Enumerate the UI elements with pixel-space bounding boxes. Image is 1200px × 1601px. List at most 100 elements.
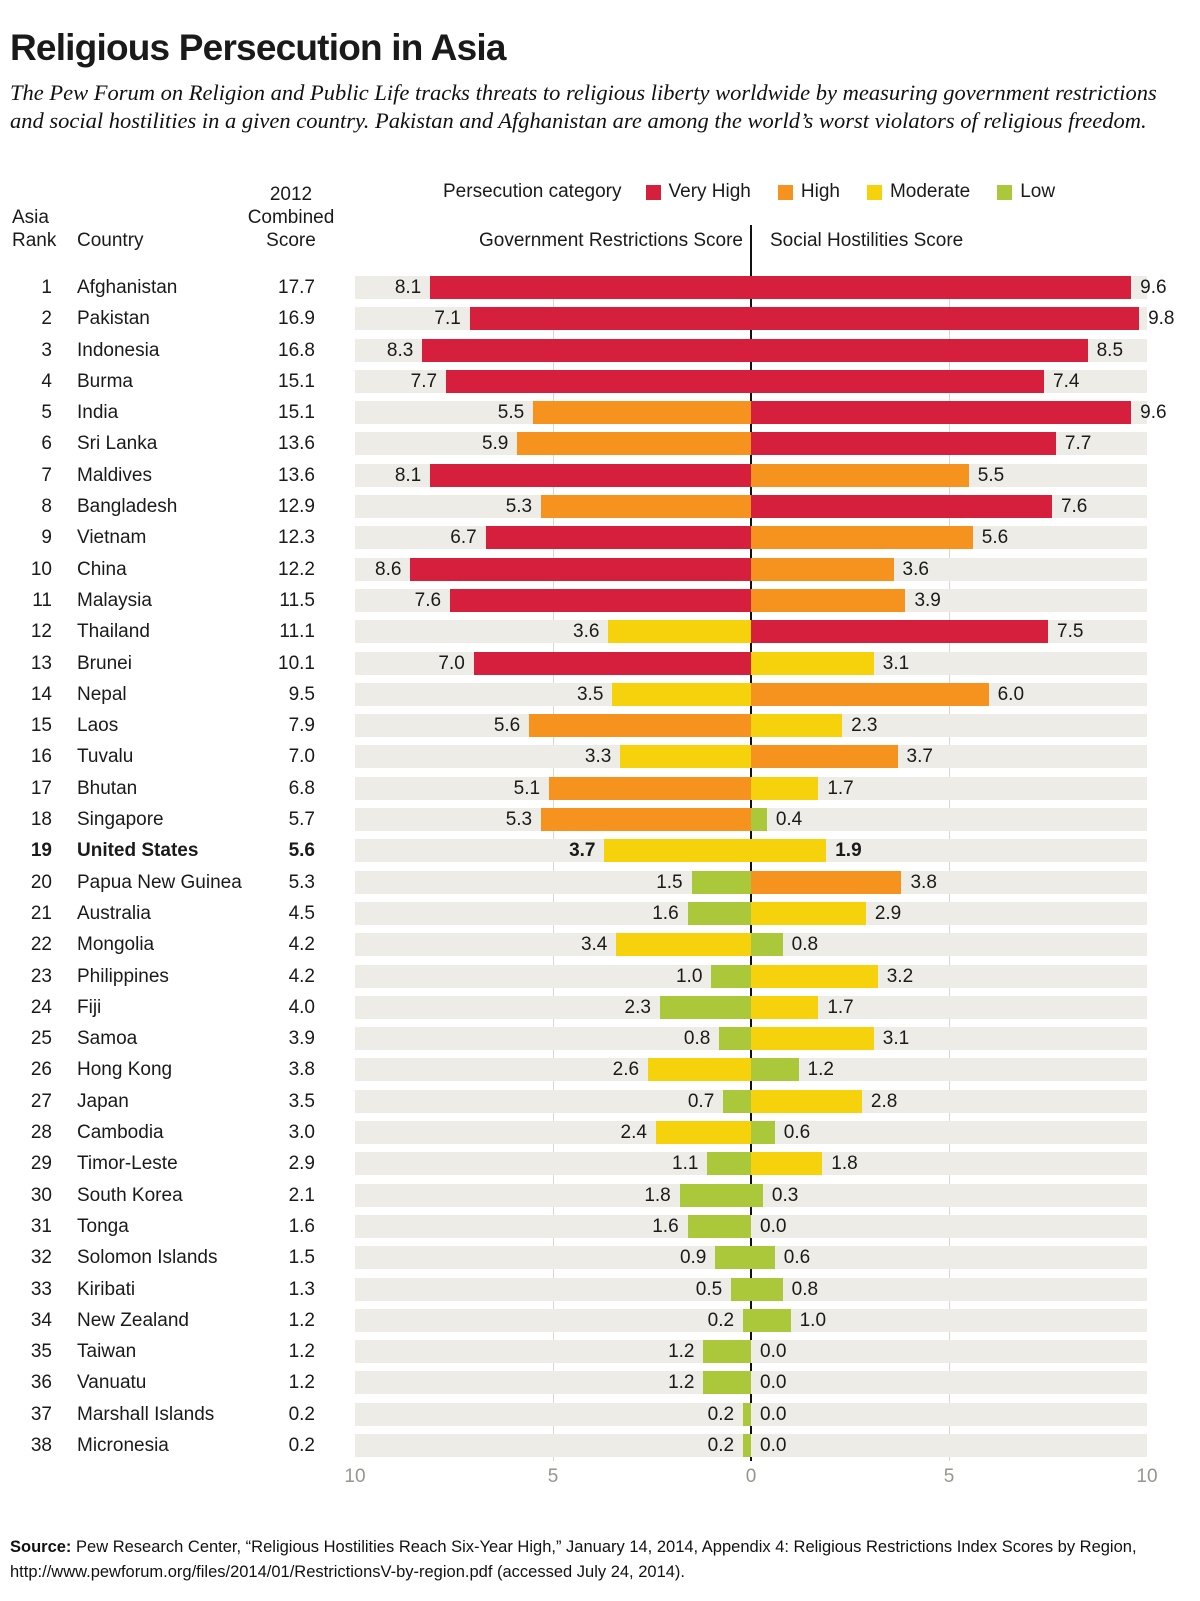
rank-cell: 10 xyxy=(30,558,52,580)
bar-track: 0.8 3.1 xyxy=(355,1027,1147,1051)
combined-score-cell: 2.1 xyxy=(288,1184,315,1206)
table-row: 12 Thailand 11.1 3.6 7.5 xyxy=(0,620,1200,644)
legend-item-label: High xyxy=(800,181,840,202)
government-restrictions-value: 3.6 xyxy=(573,621,600,643)
rank-cell: 25 xyxy=(30,1028,52,1050)
bar-track: 1.2 0.0 xyxy=(355,1340,1147,1364)
bar-track: 0.9 0.6 xyxy=(355,1246,1147,1270)
table-row: 3 Indonesia 16.8 8.3 8.5 xyxy=(0,338,1200,362)
government-restrictions-bar xyxy=(703,1371,751,1395)
table-row: 30 South Korea 2.1 1.8 0.3 xyxy=(0,1183,1200,1207)
social-hostilities-value: 0.6 xyxy=(783,1122,811,1144)
combined-score-cell: 4.5 xyxy=(288,902,315,924)
bar-track: 2.3 1.7 xyxy=(355,995,1147,1019)
column-header-score-line1: 2012 xyxy=(269,184,313,205)
table-row: 17 Bhutan 6.8 5.1 1.7 xyxy=(0,776,1200,800)
bar-track: 8.1 5.5 xyxy=(355,463,1147,487)
bar-track: 1.2 0.0 xyxy=(355,1371,1147,1395)
government-restrictions-bar xyxy=(422,338,751,362)
country-cell: Bhutan xyxy=(77,777,138,799)
combined-score-cell: 1.6 xyxy=(288,1215,315,1237)
government-restrictions-value: 7.6 xyxy=(414,589,442,611)
table-row: 33 Kiribati 1.3 0.5 0.8 xyxy=(0,1277,1200,1301)
government-restrictions-value: 2.3 xyxy=(624,996,651,1018)
government-restrictions-bar xyxy=(430,463,751,487)
country-cell: Cambodia xyxy=(77,1122,164,1144)
bar-track: 1.6 2.9 xyxy=(355,901,1147,925)
table-row: 38 Micronesia 0.2 0.2 0.0 xyxy=(0,1433,1200,1457)
government-restrictions-value: 3.7 xyxy=(569,840,596,862)
social-hostilities-value: 7.7 xyxy=(1064,433,1092,455)
government-restrictions-value: 5.5 xyxy=(497,402,525,424)
rank-cell: 2 xyxy=(41,308,52,330)
table-row: 31 Tonga 1.6 1.6 0.0 xyxy=(0,1214,1200,1238)
country-cell: Taiwan xyxy=(77,1341,137,1363)
table-row: 34 New Zealand 1.2 0.2 1.0 xyxy=(0,1308,1200,1332)
table-row: 23 Philippines 4.2 1.0 3.2 xyxy=(0,964,1200,988)
rank-cell: 12 xyxy=(30,621,52,643)
bar-track: 3.6 7.5 xyxy=(355,620,1147,644)
table-row: 25 Samoa 3.9 0.8 3.1 xyxy=(0,1027,1200,1051)
bar-track: 5.1 1.7 xyxy=(355,776,1147,800)
country-cell: India xyxy=(77,402,119,424)
social-hostilities-bar xyxy=(751,401,1132,425)
combined-score-cell: 7.9 xyxy=(288,715,315,737)
government-restrictions-bar xyxy=(517,432,751,456)
government-restrictions-value: 8.1 xyxy=(394,464,422,486)
page-title: Religious Persecution in Asia xyxy=(10,26,506,68)
social-hostilities-value: 3.7 xyxy=(906,746,933,768)
social-hostilities-value: 1.7 xyxy=(827,777,854,799)
rank-cell: 36 xyxy=(30,1372,52,1394)
combined-score-cell: 6.8 xyxy=(288,777,315,799)
government-restrictions-value: 5.3 xyxy=(505,809,533,831)
government-restrictions-bar xyxy=(731,1277,751,1301)
axis-tick-label: 5 xyxy=(547,1466,559,1487)
column-header-rank: Asia Rank xyxy=(12,206,56,252)
rank-cell: 28 xyxy=(30,1122,52,1144)
table-row: 16 Tuvalu 7.0 3.3 3.7 xyxy=(0,745,1200,769)
rank-cell: 18 xyxy=(30,809,52,831)
table-row: 11 Malaysia 11.5 7.6 3.9 xyxy=(0,588,1200,612)
government-restrictions-value: 5.9 xyxy=(481,433,509,455)
bar-track: 8.6 3.6 xyxy=(355,557,1147,581)
legend-swatch-very_high xyxy=(645,184,661,200)
social-hostilities-bar xyxy=(751,995,819,1019)
government-restrictions-value: 0.8 xyxy=(683,1028,711,1050)
combined-score-cell: 5.3 xyxy=(288,871,315,893)
combined-score-cell: 0.2 xyxy=(288,1403,315,1425)
column-header-rank-line1: Asia xyxy=(12,207,49,228)
bar-track: 5.3 7.6 xyxy=(355,495,1147,519)
social-hostilities-value: 3.6 xyxy=(902,558,929,580)
bar-track: 0.2 0.0 xyxy=(355,1433,1147,1457)
government-restrictions-bar xyxy=(541,495,751,519)
country-cell: Samoa xyxy=(77,1028,138,1050)
social-hostilities-value: 3.9 xyxy=(914,589,941,611)
rank-cell: 17 xyxy=(30,777,52,799)
column-header-rank-line2: Rank xyxy=(12,230,57,251)
rank-cell: 37 xyxy=(30,1403,52,1425)
bar-track: 7.6 3.9 xyxy=(355,588,1147,612)
combined-score-cell: 15.1 xyxy=(278,402,315,424)
government-restrictions-bar xyxy=(687,901,751,925)
bar-track: 8.1 9.6 xyxy=(355,276,1167,299)
combined-score-cell: 0.2 xyxy=(288,1434,315,1456)
axis-tick-label: 5 xyxy=(943,1466,955,1487)
country-cell: Maldives xyxy=(77,464,152,486)
country-cell: Brunei xyxy=(77,652,132,674)
government-restrictions-value: 7.1 xyxy=(434,308,461,330)
government-restrictions-bar xyxy=(450,588,751,612)
social-hostilities-bar xyxy=(751,1058,799,1082)
social-hostilities-bar xyxy=(751,682,989,706)
country-cell: Micronesia xyxy=(77,1434,169,1456)
social-hostilities-bar xyxy=(751,1277,783,1301)
bar-track: 3.4 0.8 xyxy=(355,933,1147,957)
social-hostilities-value: 9.8 xyxy=(1148,308,1175,330)
social-hostilities-value: 1.9 xyxy=(835,840,862,862)
social-hostilities-value: 9.6 xyxy=(1140,277,1167,298)
bar-track: 2.4 0.6 xyxy=(355,1121,1147,1145)
table-row: 15 Laos 7.9 5.6 2.3 xyxy=(0,714,1200,738)
column-header-combined-score: 2012 Combined Score xyxy=(231,183,351,252)
social-hostilities-bar xyxy=(751,432,1056,456)
social-hostilities-bar xyxy=(751,651,874,675)
government-restrictions-value: 1.2 xyxy=(668,1372,695,1394)
